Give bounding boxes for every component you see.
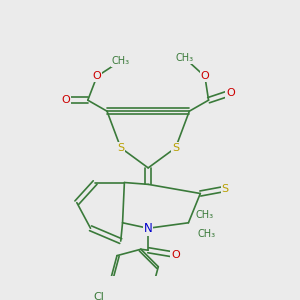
Text: S: S [172, 143, 179, 153]
Text: O: O [200, 71, 209, 81]
Text: CH₃: CH₃ [112, 56, 130, 66]
Text: CH₃: CH₃ [176, 53, 194, 63]
Text: O: O [93, 71, 101, 81]
Text: CH₃: CH₃ [198, 229, 216, 239]
Text: O: O [171, 250, 180, 260]
Text: CH₃: CH₃ [196, 211, 214, 220]
Text: S: S [117, 143, 124, 153]
Text: O: O [61, 95, 70, 105]
Text: Cl: Cl [93, 292, 104, 300]
Text: N: N [144, 222, 152, 235]
Text: S: S [221, 184, 229, 194]
Text: O: O [226, 88, 235, 98]
